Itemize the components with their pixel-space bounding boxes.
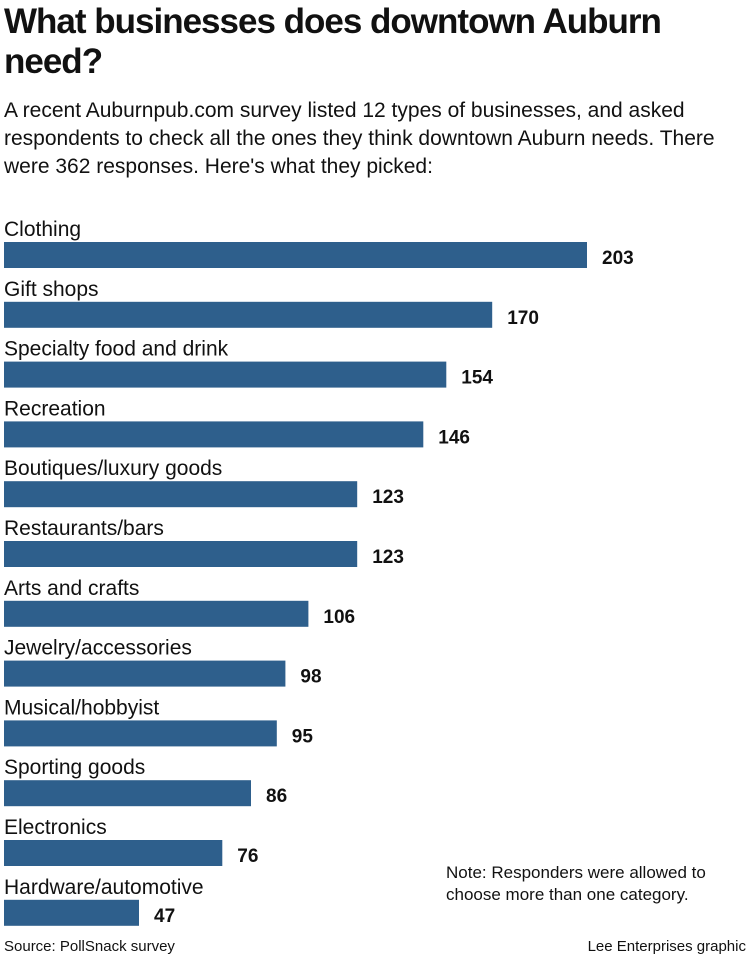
bar-gift-shops — [4, 301, 493, 328]
category-label-hardware-automotive: Hardware/automotive — [4, 876, 204, 899]
category-label-gift-shops: Gift shops — [4, 278, 99, 301]
chart-note: Note: Responders were allowed to choose … — [446, 863, 706, 904]
value-label-hardware-automotive: 47 — [154, 906, 175, 927]
category-label-musical-hobbyist: Musical/hobbyist — [4, 696, 159, 719]
value-label-specialty-food-and-drink: 154 — [461, 368, 493, 389]
value-label-restaurants-bars: 123 — [372, 547, 404, 568]
bar-recreation — [4, 421, 424, 448]
category-label-arts-and-crafts: Arts and crafts — [4, 577, 139, 600]
category-label-recreation: Recreation — [4, 397, 106, 420]
bar-clothing — [4, 242, 587, 268]
bar-electronics — [4, 840, 223, 866]
value-label-musical-hobbyist: 95 — [292, 726, 314, 747]
value-label-sporting-goods: 86 — [266, 786, 287, 807]
category-label-sporting-goods: Sporting goods — [4, 756, 145, 779]
graphic-credit: Lee Enterprises graphic — [587, 938, 746, 955]
source-credit: Source: PollSnack survey — [4, 938, 175, 955]
value-label-jewelry-accessories: 98 — [300, 667, 321, 688]
value-label-boutiques-luxury-goods: 123 — [372, 487, 404, 508]
category-label-jewelry-accessories: Jewelry/accessories — [4, 637, 192, 660]
category-label-boutiques-luxury-goods: Boutiques/luxury goods — [4, 457, 222, 480]
bar-sporting-goods — [4, 780, 251, 807]
value-label-electronics: 76 — [237, 846, 258, 867]
bar-musical-hobbyist — [4, 720, 277, 747]
value-label-recreation: 146 — [438, 427, 470, 448]
category-label-specialty-food-and-drink: Specialty food and drink — [4, 338, 229, 361]
category-label-electronics: Electronics — [4, 816, 107, 839]
value-label-clothing: 203 — [602, 248, 634, 269]
bar-specialty-food-and-drink — [4, 361, 447, 388]
bar-restaurants-bars — [4, 541, 358, 567]
chart-title: What businesses does downtown Auburn nee… — [4, 2, 662, 81]
bar-hardware-automotive — [4, 899, 139, 926]
category-label-clothing: Clothing — [4, 218, 81, 241]
value-label-arts-and-crafts: 106 — [323, 607, 355, 628]
bar-arts-and-crafts — [4, 600, 309, 627]
value-label-gift-shops: 170 — [507, 308, 539, 329]
bar-boutiques-luxury-goods — [4, 481, 358, 508]
chart-subtitle: A recent Auburnpub.com survey listed 12 … — [4, 99, 715, 178]
category-label-restaurants-bars: Restaurants/bars — [4, 517, 164, 540]
bar-jewelry-accessories — [4, 660, 286, 687]
